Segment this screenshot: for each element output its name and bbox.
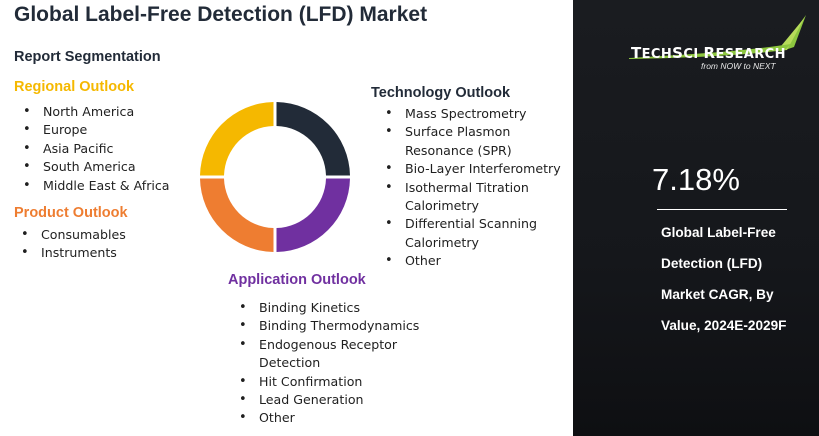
list-item: Other [382,252,561,271]
cagr-description-line: Detection (LFD) [661,256,763,271]
logo-brand-text: TECHSCI RESEARCH [631,44,786,62]
list-item: Hit Confirmation [236,373,419,392]
techsci-logo: TECHSCI RESEARCH from NOW to NEXT [629,14,809,76]
application-outlook-list: Binding Kinetics Binding Thermodynamics … [236,299,419,428]
list-item: Endogenous Receptor [236,336,419,355]
application-outlook-heading: Application Outlook [228,272,366,288]
list-item: Europe [20,121,170,140]
donut-segment-application [276,178,350,252]
regional-outlook-heading: Regional Outlook [14,79,135,95]
list-item: Other [236,409,419,428]
list-item: Instruments [18,244,126,263]
list-item: Differential Scanning [382,215,561,234]
list-item: Binding Kinetics [236,299,419,318]
product-outlook-heading: Product Outlook [14,205,128,221]
segmentation-donut [200,102,350,252]
list-item: Isothermal Titration [382,179,561,198]
techsci-swoosh-icon [629,15,806,59]
list-item: Consumables [18,226,126,245]
cagr-value: 7.18% [652,162,740,197]
list-item: Asia Pacific [20,140,170,159]
list-item-continuation: Detection [259,355,321,371]
technology-outlook-heading: Technology Outlook [371,85,511,101]
list-item-continuation: Calorimetry [405,198,479,214]
donut-segment-product [200,178,274,252]
report-segmentation-label: Report Segmentation [14,49,161,65]
regional-outlook-list: North America Europe Asia Pacific South … [20,103,170,195]
cagr-description-line: Market CAGR, By [661,287,774,302]
list-item-continuation: Resonance (SPR) [405,142,512,158]
list-item: South America [20,158,170,177]
list-item: Middle East & Africa [20,177,170,196]
list-item-continuation: Calorimetry [405,234,479,250]
list-item: Surface Plasmon [382,123,561,142]
donut-segment-technology [276,102,350,176]
list-item: Bio-Layer Interferometry [382,160,561,179]
list-item: Mass Spectrometry [382,105,561,124]
list-item: Binding Thermodynamics [236,317,419,336]
cagr-panel: TECHSCI RESEARCH from NOW to NEXT 7.18% … [573,0,819,436]
cagr-description: Global Label-Free Detection (LFD) Market… [661,217,819,341]
list-item: North America [20,103,170,122]
donut-segment-regional [200,102,274,176]
product-outlook-list: Consumables Instruments [18,226,126,263]
logo-tagline: from NOW to NEXT [701,61,776,71]
cagr-description-line: Value, 2024E-2029F [661,318,787,333]
technology-outlook-list: Mass Spectrometry Surface Plasmon Resona… [382,105,561,271]
cagr-description-line: Global Label-Free [661,225,776,240]
list-item: Lead Generation [236,391,419,410]
page-title: Global Label-Free Detection (LFD) Market [14,3,428,26]
cagr-divider [657,209,787,210]
